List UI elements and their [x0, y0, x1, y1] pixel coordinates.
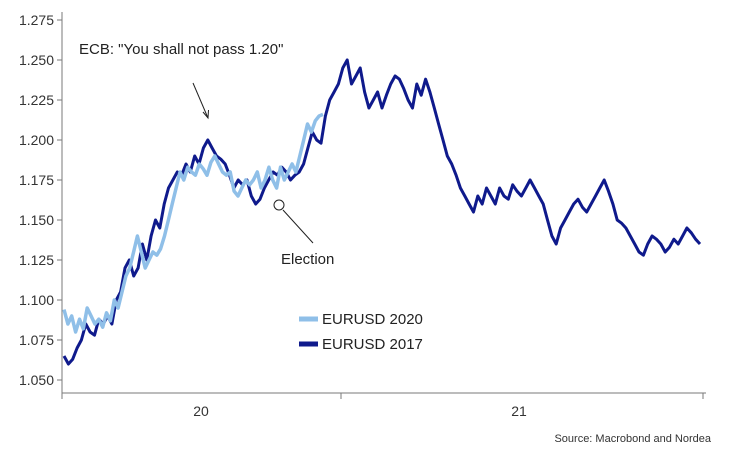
y-axis: 1.050 1.075 1.100 1.125 1.150 1.175 1.200 1.225… [19, 12, 63, 393]
y-tick-label: 1.150 [19, 212, 54, 228]
annotation-ecb-arrow [192, 82, 209, 120]
legend: EURUSD 2020 EURUSD 2017 [299, 311, 423, 353]
x-axis: 20 21 [61, 392, 706, 419]
y-tick-label: 1.225 [19, 92, 54, 108]
y-tick-label: 1.250 [19, 52, 54, 68]
annotation-election: Election [281, 251, 334, 268]
y-tick-label: 1.275 [19, 12, 54, 28]
x-tick-label: 21 [511, 403, 527, 419]
legend-label-2020: EURUSD 2020 [322, 311, 423, 328]
y-tick-label: 1.200 [19, 132, 54, 148]
election-marker [273, 199, 285, 211]
annotation-ecb: ECB: "You shall not pass 1.20" [79, 41, 283, 58]
source-note: Source: Macrobond and Nordea [554, 433, 711, 445]
series-line-2017 [62, 58, 702, 366]
y-tick-label: 1.075 [19, 332, 54, 348]
election-pointer [282, 209, 314, 244]
y-tick-label: 1.100 [19, 292, 54, 308]
y-tick-label: 1.175 [19, 172, 54, 188]
x-tick-label: 20 [193, 403, 209, 419]
y-tick-label: 1.125 [19, 252, 54, 268]
legend-label-2017: EURUSD 2017 [322, 336, 423, 353]
y-tick-label: 1.050 [19, 372, 54, 388]
series-layer [62, 58, 702, 366]
series-line-2020 [62, 112, 324, 334]
